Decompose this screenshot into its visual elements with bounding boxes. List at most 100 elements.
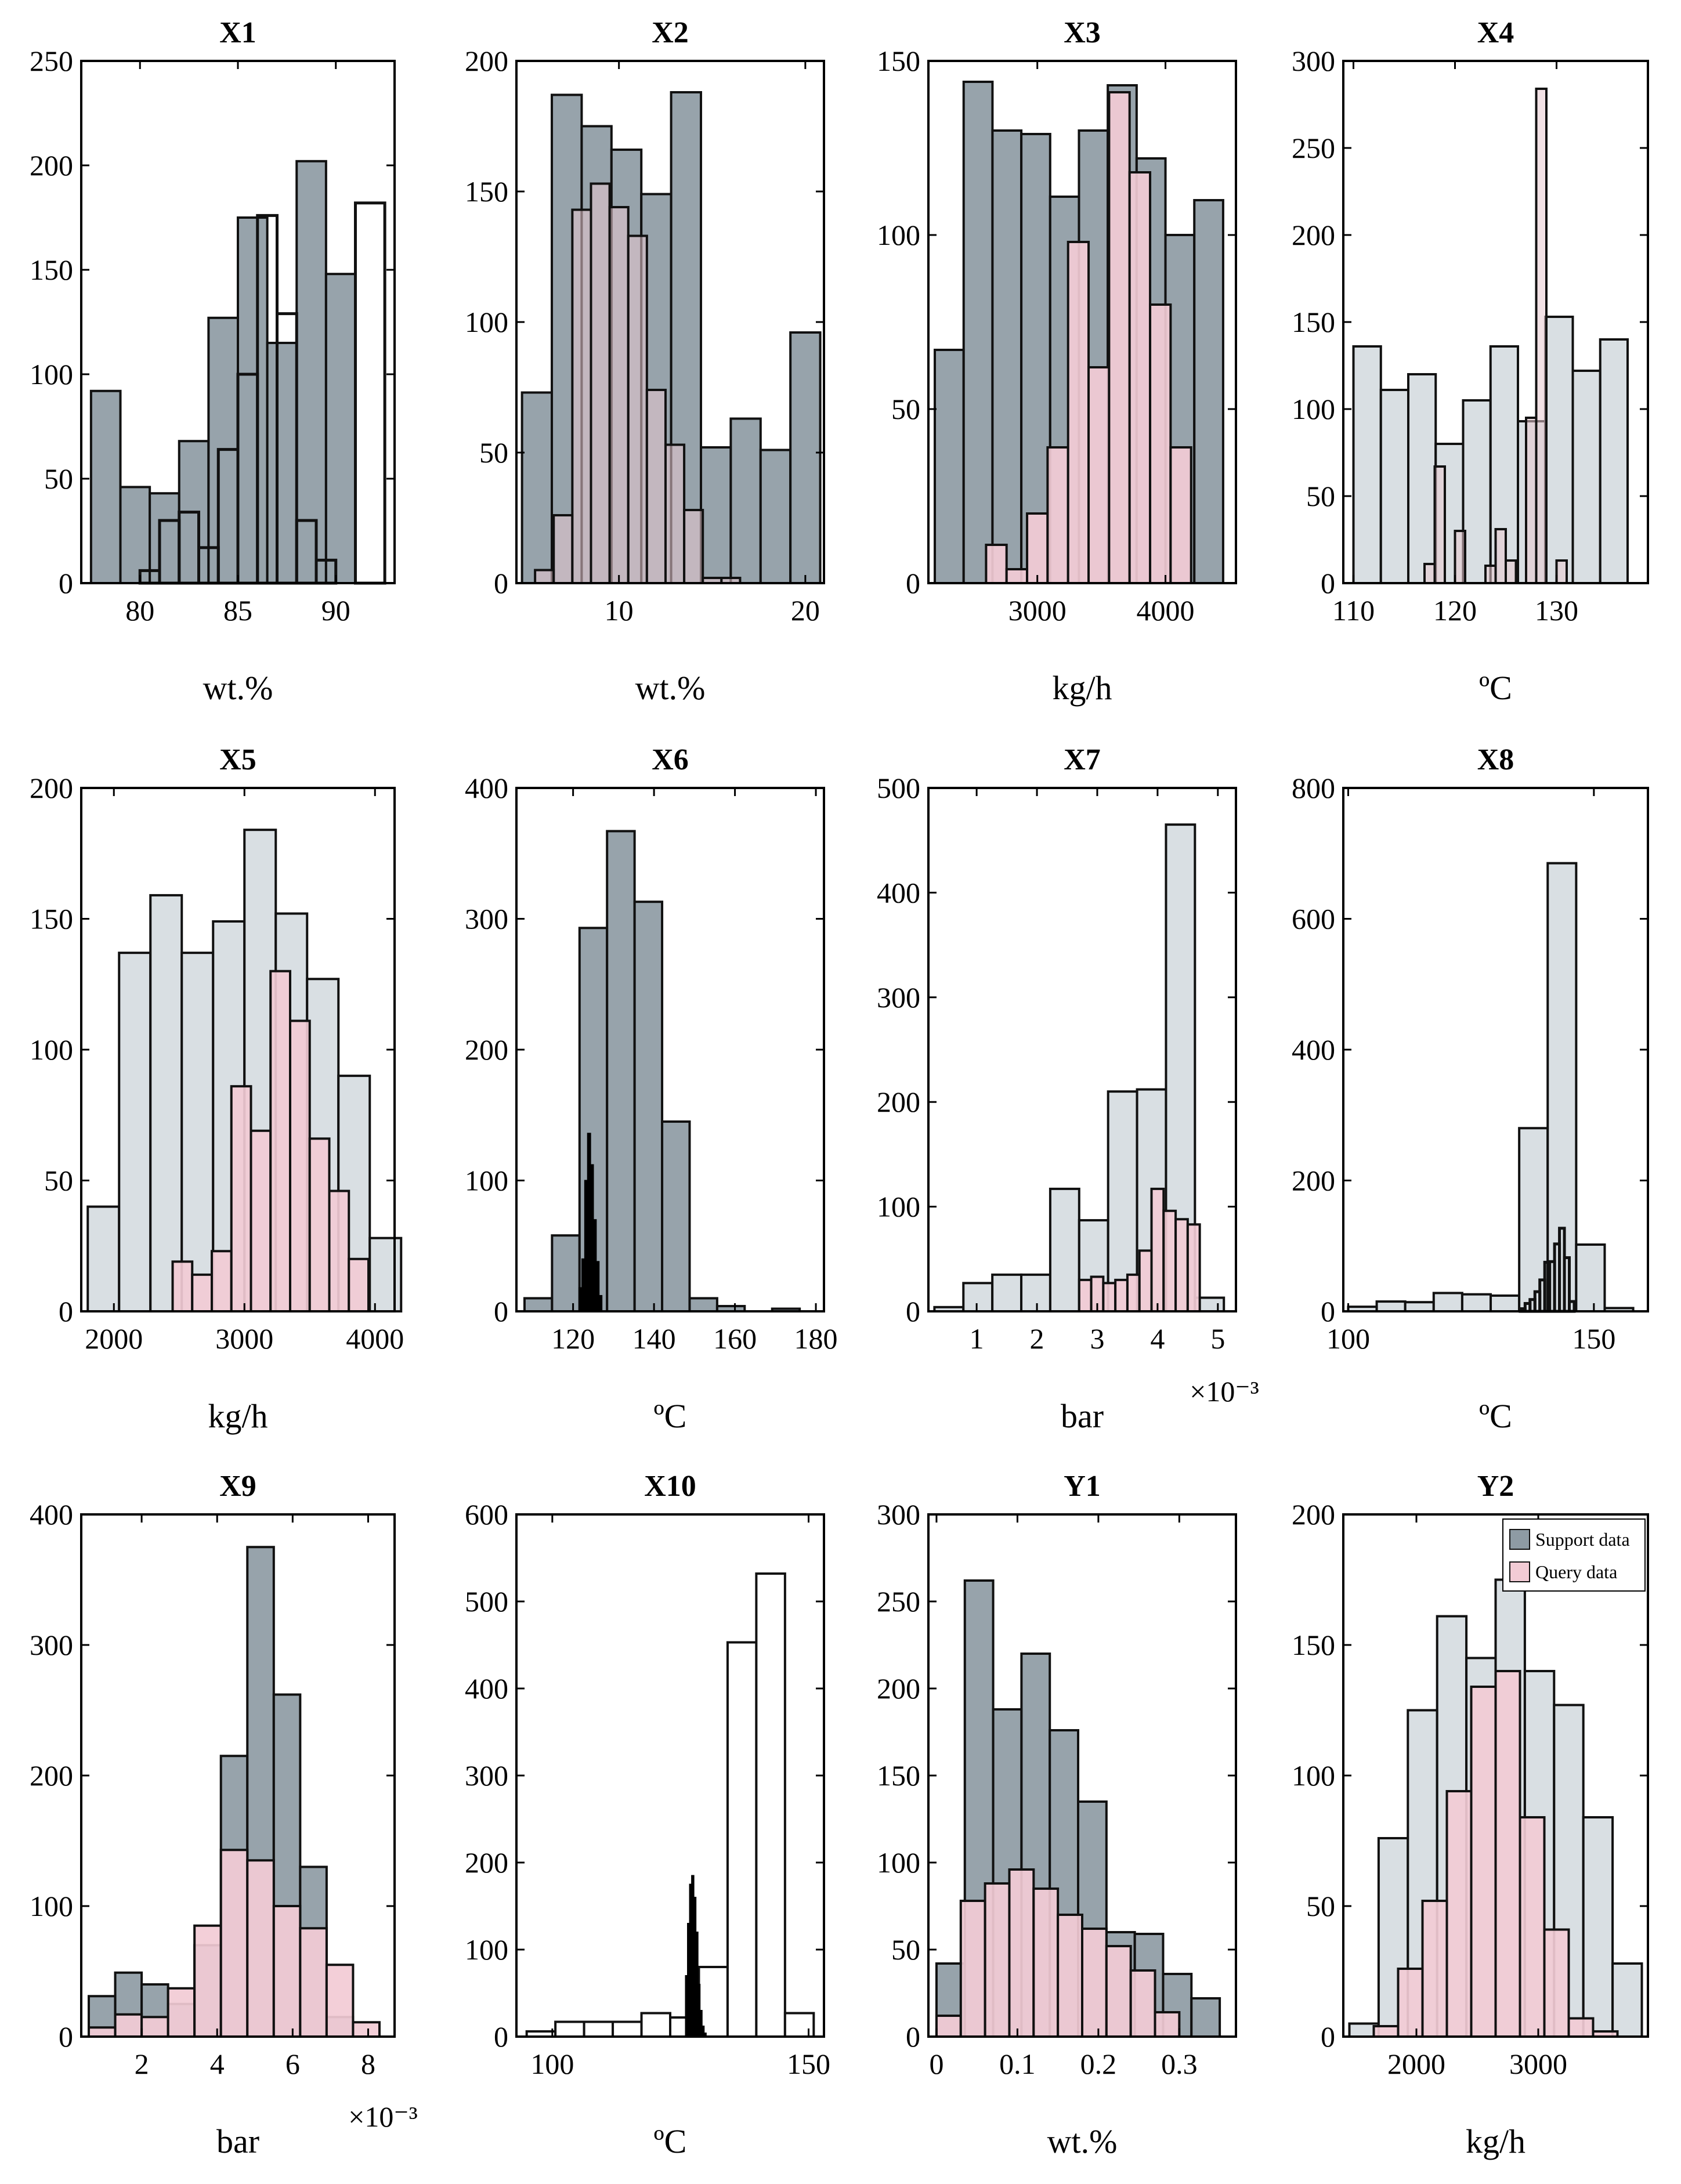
chart-title: Y2 xyxy=(1477,1470,1514,1503)
chart-panel-x5: 0 50 100 150 200 2000 3000 4000 X5 kg/h xyxy=(30,743,404,1435)
query-bar xyxy=(236,373,259,585)
support-bar xyxy=(1571,370,1602,584)
x-tick-label: 6 xyxy=(285,2048,300,2080)
x-tick-label: 130 xyxy=(1535,594,1578,627)
query-bar xyxy=(534,569,555,584)
query-bar xyxy=(295,519,318,585)
y-tick-label: 200 xyxy=(465,1033,508,1066)
support-bar xyxy=(86,1205,121,1313)
chart-panel-x1: 0 50 100 150 200 250 80 85 90 X1 wt.% xyxy=(30,16,396,707)
query-bar xyxy=(645,389,667,584)
query-bar xyxy=(1568,1300,1576,1313)
query-bar xyxy=(193,1924,222,2038)
query-bar xyxy=(1138,1249,1153,1312)
query-bar xyxy=(985,544,1008,584)
query-bar xyxy=(348,1257,370,1313)
x-axis-label: ºC xyxy=(654,2122,687,2160)
x-axis-label: ºC xyxy=(1479,1397,1512,1435)
chart-title: X3 xyxy=(1064,16,1101,49)
chart-title: X2 xyxy=(652,16,689,49)
chart-panel-x4: 0 50 100 150 200 250 300 110 120 130 X4 ºC xyxy=(1292,16,1649,707)
query-bar xyxy=(272,1905,302,2038)
chart-title: X4 xyxy=(1477,16,1514,49)
query-bar xyxy=(1397,1968,1424,2038)
y-tick-label: 150 xyxy=(877,45,920,77)
query-bar xyxy=(171,1260,194,1313)
support-bar xyxy=(1575,1243,1606,1313)
query-bar xyxy=(1494,1670,1521,2038)
y-tick-label: 200 xyxy=(1292,219,1335,251)
y-tick-label: 400 xyxy=(465,772,508,804)
y-tick-label: 400 xyxy=(877,876,920,909)
y-tick-label: 200 xyxy=(465,1846,508,1879)
y-tick-label: 150 xyxy=(30,903,73,935)
x-axis-label: ºC xyxy=(1479,669,1512,707)
query-bar xyxy=(314,558,338,585)
y-tick-label: 0 xyxy=(494,567,508,599)
y-tick-label: 50 xyxy=(1306,480,1335,512)
query-bar xyxy=(1535,88,1548,584)
y-tick-label: 0 xyxy=(59,567,73,599)
support-bar xyxy=(688,1297,718,1312)
x-tick-label: 0.2 xyxy=(1080,2048,1117,2080)
x-exponent-label: ×10⁻³ xyxy=(348,2100,418,2133)
x-tick-label: 5 xyxy=(1210,1322,1225,1355)
chart-panel-y1: 0 50 100 150 200 250 300 0 0.1 0.2 0.3 Y1 wt.% xyxy=(877,1470,1237,2160)
x-tick-label: 0.3 xyxy=(1161,2048,1198,2080)
query-bar xyxy=(1421,1900,1448,2038)
query-bar xyxy=(230,1085,252,1312)
support-bar xyxy=(991,129,1023,584)
x-tick-label: 0.1 xyxy=(999,2048,1036,2080)
query-bar xyxy=(211,1250,233,1313)
support-bar xyxy=(1432,1292,1463,1312)
y-tick-label: 50 xyxy=(44,1165,73,1197)
query-bar xyxy=(299,1927,328,2038)
legend-query-swatch xyxy=(1509,1561,1530,1582)
y-tick-label: 600 xyxy=(1292,903,1335,935)
query-bar xyxy=(590,182,611,584)
x-tick-label: 120 xyxy=(1433,594,1477,627)
support-bar xyxy=(1599,338,1629,584)
support-bar xyxy=(633,901,664,1313)
y-tick-label: 200 xyxy=(465,45,508,77)
y-tick-label: 300 xyxy=(877,981,920,1014)
y-tick-label: 150 xyxy=(877,1759,920,1792)
y-tick-label: 50 xyxy=(1306,1890,1335,1922)
query-bar xyxy=(1057,1914,1083,2038)
y-tick-label: 0 xyxy=(59,1295,73,1328)
x-tick-label: 120 xyxy=(551,1322,595,1355)
query-bar xyxy=(1454,530,1466,584)
support-bar xyxy=(640,2012,671,2038)
support-bar xyxy=(551,1234,581,1312)
support-bar xyxy=(89,389,122,584)
query-bar xyxy=(328,1189,350,1313)
support-bar xyxy=(523,1297,554,1312)
x-tick-label: 4 xyxy=(1150,1322,1165,1355)
support-bar xyxy=(700,446,732,584)
query-bar xyxy=(1026,512,1049,584)
query-bar xyxy=(1087,366,1111,584)
y-tick-label: 0 xyxy=(59,2020,73,2053)
x-axis-label: wt.% xyxy=(635,669,706,707)
query-bar xyxy=(1005,568,1029,584)
query-bar xyxy=(1102,1282,1117,1312)
x-tick-label: 4000 xyxy=(346,1322,404,1355)
query-bar xyxy=(246,1859,275,2038)
y-tick-label: 200 xyxy=(1292,1498,1335,1531)
x-axis-label: wt.% xyxy=(1047,2122,1118,2160)
x-tick-label: 3000 xyxy=(1509,2048,1567,2080)
x-axis-label: kg/h xyxy=(1052,669,1112,707)
chart-panel-x3: 0 50 100 150 3000 4000 X3 kg/h xyxy=(877,16,1237,707)
legend-query-label: Query data xyxy=(1535,1561,1617,1582)
support-bar xyxy=(118,952,152,1312)
support-bar xyxy=(1611,1962,1643,2038)
query-bar xyxy=(1445,1790,1473,2038)
y-tick-label: 50 xyxy=(479,436,508,469)
query-bar xyxy=(158,519,181,585)
y-tick-label: 100 xyxy=(877,219,920,251)
query-bar xyxy=(1494,528,1507,584)
legend: Support data Query data xyxy=(1502,1518,1646,1592)
x-axis-label: kg/h xyxy=(1466,2122,1525,2160)
chart-panel-x6: 0 100 200 300 400 120 140 160 180 X6 ºC xyxy=(465,743,838,1435)
